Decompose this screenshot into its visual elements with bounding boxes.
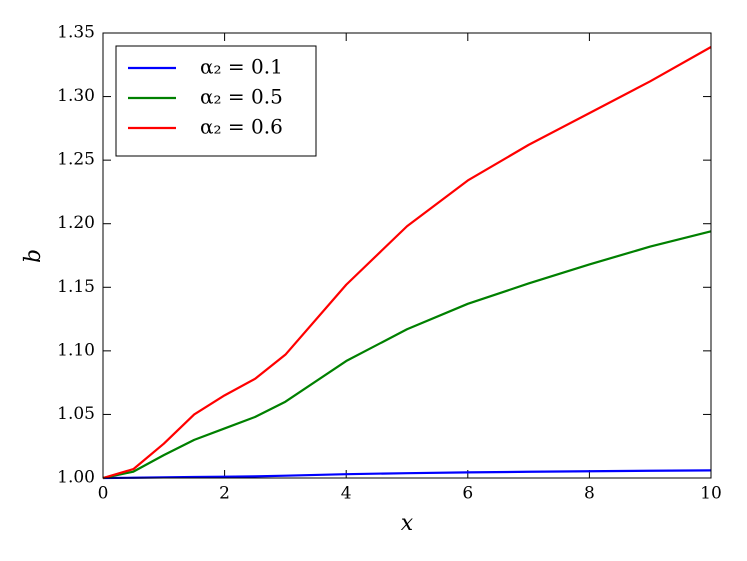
y-tick-label: 1.10 — [57, 340, 95, 360]
legend-box — [115, 45, 317, 157]
series-line — [102, 46, 712, 480]
legend-label: α₂ = 0.5 — [200, 85, 283, 109]
x-tick-label: 6 — [462, 484, 473, 504]
x-tick-label: 8 — [584, 484, 595, 504]
y-tick-label: 1.15 — [57, 277, 95, 297]
x-tick-label: 4 — [341, 484, 352, 504]
y-tick-label: 1.00 — [57, 468, 95, 488]
plot-frame — [102, 32, 712, 479]
legend-label: α₂ = 0.1 — [200, 55, 283, 79]
x-tick-label: 10 — [700, 484, 722, 504]
x-axis-label: x — [401, 511, 414, 536]
y-axis-label: b — [21, 249, 46, 263]
legend-label: α₂ = 0.6 — [200, 115, 283, 139]
series-line — [102, 469, 712, 480]
y-tick-label: 1.30 — [57, 86, 95, 106]
series-line — [102, 230, 712, 480]
x-tick-label: 2 — [219, 484, 230, 504]
y-tick-label: 1.25 — [57, 150, 95, 170]
x-tick-label: 0 — [98, 484, 109, 504]
y-tick-label: 1.20 — [57, 213, 95, 233]
y-tick-label: 1.35 — [57, 23, 95, 43]
y-tick-label: 1.05 — [57, 404, 95, 424]
